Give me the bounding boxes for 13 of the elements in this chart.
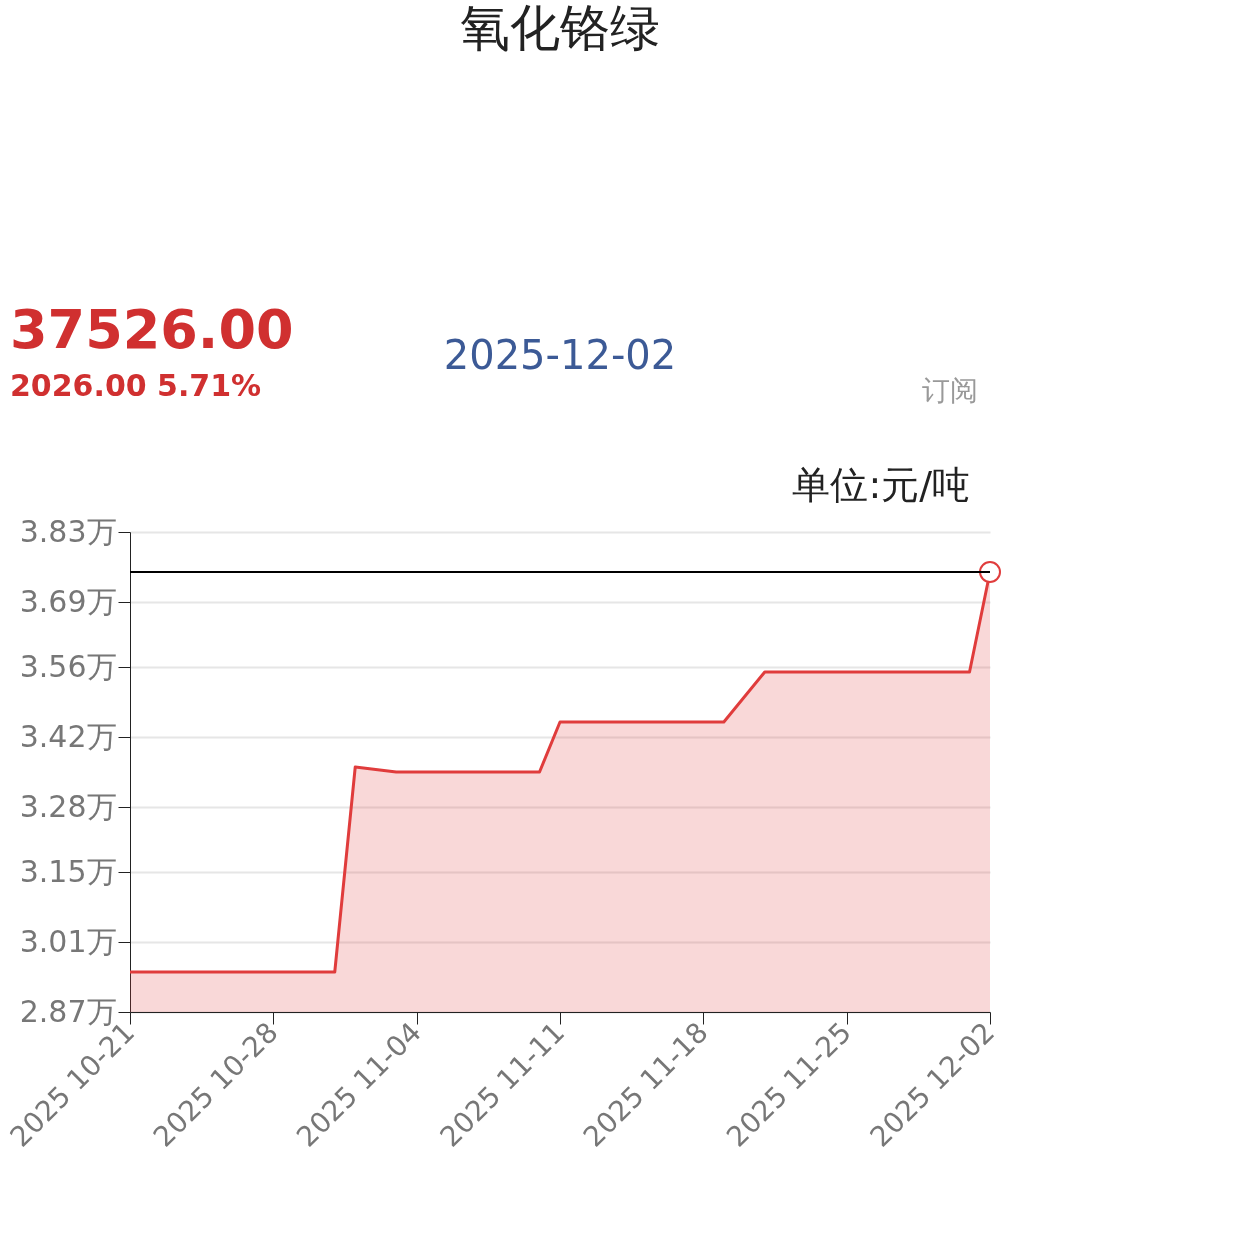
y-tick-label: 3.42万 [19,718,117,754]
text: 2026.00 5.71% [10,368,262,403]
y-tick-label: 3.01万 [19,923,117,959]
chart-title: 氧化铬绿 [460,0,660,57]
text: 2025-12-02 [443,332,677,378]
y-tick-label: 3.56万 [19,648,117,684]
y-tick-label: 3.28万 [19,788,117,824]
text: 37526.00 [10,298,294,361]
chart-subtitle: 单位:元/吨 [792,463,970,507]
y-tick-label: 3.83万 [19,513,117,549]
y-tick-label: 3.15万 [19,853,117,889]
y-tick-label: 3.69万 [19,583,117,619]
text: 订阅 [922,374,978,407]
